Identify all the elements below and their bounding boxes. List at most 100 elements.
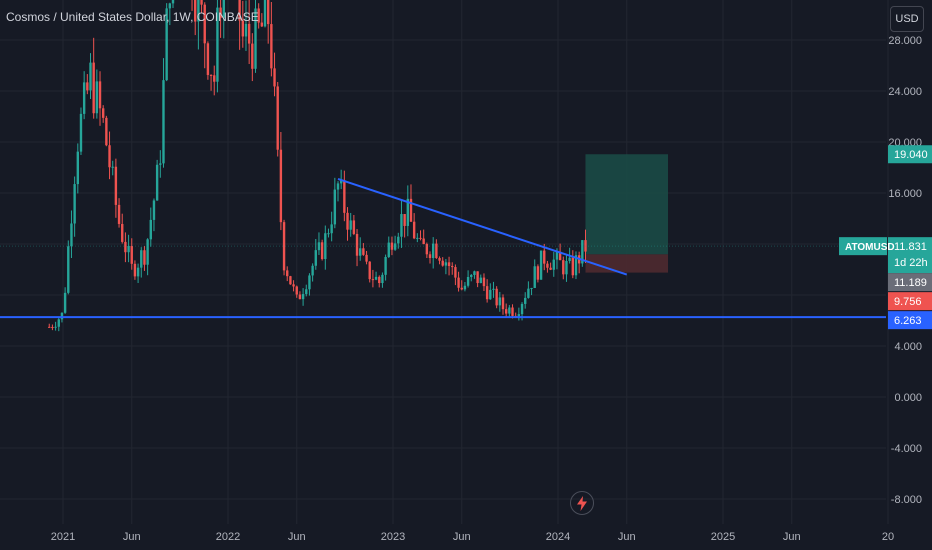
candle-body	[517, 314, 521, 317]
candle-body	[527, 288, 530, 298]
candle-body	[162, 80, 165, 164]
candle-body	[520, 303, 524, 315]
x-tick-label: 2021	[51, 531, 75, 543]
candle-body	[482, 277, 486, 287]
price-label-target-bg	[888, 145, 932, 164]
candle-body	[460, 287, 463, 290]
price-label-entry: 11.189	[894, 277, 927, 289]
candle-body	[266, 0, 270, 25]
y-tick-label: 0.000	[894, 392, 922, 404]
candle-body	[406, 198, 410, 226]
candle-body	[387, 242, 390, 257]
candle-body	[108, 145, 111, 168]
lightning-glyph	[577, 496, 587, 511]
candle-body	[581, 240, 584, 264]
candle-body	[371, 279, 375, 281]
candle-body	[473, 271, 476, 275]
candle-body	[295, 286, 298, 295]
candle-body	[368, 261, 371, 280]
candle-body	[159, 163, 162, 165]
candle-body	[441, 260, 444, 266]
price-axis[interactable]: 28.00024.00020.00016.0004.0000.000-4.000…	[888, 35, 922, 506]
candle-body	[489, 289, 492, 300]
candle-body	[216, 7, 219, 82]
candle-body	[270, 24, 273, 69]
candle-body	[298, 294, 302, 300]
candle-body	[95, 81, 99, 114]
candle-body	[451, 266, 454, 268]
candle-body	[571, 257, 575, 276]
candle-body	[244, 23, 248, 37]
candle-body	[282, 222, 286, 271]
candle-body	[48, 326, 51, 328]
candle-body	[238, 0, 241, 21]
price-labels: 19.040 11.831 1d 22h 11.189 9.756 6.263 ATOMUS…	[839, 145, 932, 330]
candle-body	[219, 7, 222, 18]
candle-body	[552, 259, 555, 270]
candle-body	[251, 43, 254, 69]
candle-body	[543, 250, 546, 264]
candle-body	[416, 237, 419, 239]
candle-body	[324, 233, 327, 260]
candle-body	[320, 242, 324, 260]
candle-body	[466, 276, 470, 286]
target-zone[interactable]	[585, 154, 669, 255]
candle-body	[533, 266, 536, 288]
candle-body	[127, 245, 130, 253]
candle-body	[336, 183, 340, 190]
candle-body	[279, 149, 283, 223]
currency-button[interactable]: USD	[890, 6, 924, 32]
symbol-badge: ATOMUSD	[845, 242, 895, 253]
candle-body	[124, 241, 127, 253]
candle-body	[412, 221, 416, 239]
candle-body	[565, 261, 568, 275]
candle-body	[355, 233, 359, 256]
candle-body	[114, 166, 118, 205]
x-tick-label: 2025	[711, 531, 735, 543]
y-tick-label: 28.000	[888, 35, 922, 47]
candle-body	[454, 267, 457, 278]
candle-body	[254, 8, 257, 69]
candle-body	[165, 8, 168, 81]
candle-body	[495, 288, 498, 306]
trend-line[interactable]	[337, 178, 628, 276]
candle-body	[121, 223, 124, 242]
candle-body	[136, 267, 140, 277]
candle-body	[378, 276, 381, 284]
long-position-tool[interactable]	[585, 154, 669, 273]
price-label-support: 6.263	[894, 315, 922, 327]
candle-body	[203, 4, 206, 44]
candle-body	[209, 74, 213, 76]
symbol-badge-bg	[839, 237, 887, 256]
candle-body	[130, 245, 133, 264]
candle-body	[206, 43, 210, 75]
candle-body	[149, 219, 152, 240]
candle-body	[390, 242, 394, 250]
candle-body	[276, 86, 279, 150]
x-tick-label: Jun	[783, 531, 801, 543]
candle-body	[431, 243, 435, 259]
x-tick-label: Jun	[288, 531, 306, 543]
candle-body	[546, 263, 549, 268]
time-axis[interactable]: 2021 Jun 2022 Jun 2023 Jun 2024 Jun 2025 Jun 20	[51, 531, 894, 543]
candle-body	[54, 326, 57, 328]
candle-body	[143, 250, 146, 265]
candles	[48, 0, 587, 332]
candle-body	[409, 198, 413, 222]
candle-body	[374, 276, 378, 280]
grid	[0, 0, 889, 524]
candle-body	[524, 297, 527, 304]
stop-zone[interactable]	[585, 254, 669, 273]
candle-body	[508, 307, 511, 314]
lightning-icon[interactable]	[570, 491, 594, 515]
price-label-entry-bg	[888, 273, 932, 292]
candle-body	[362, 248, 365, 255]
candle-body	[194, 0, 197, 22]
y-tick-label: -8.000	[891, 494, 922, 506]
candle-body	[476, 271, 479, 284]
price-label-current-bg	[888, 237, 932, 274]
candle-body	[530, 287, 533, 289]
candle-body	[384, 256, 387, 275]
candle-body	[86, 82, 89, 91]
